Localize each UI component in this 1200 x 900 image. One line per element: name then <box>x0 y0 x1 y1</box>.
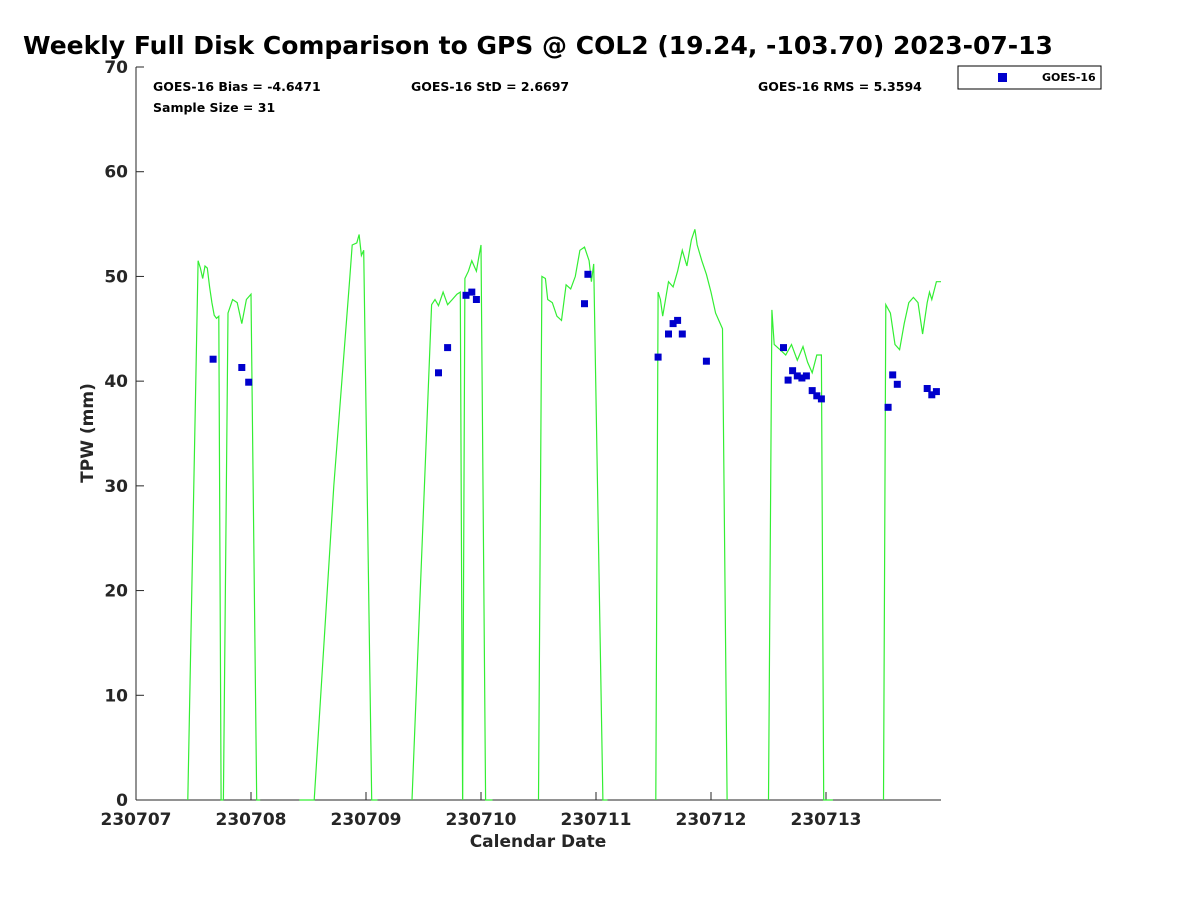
chart-title: Weekly Full Disk Comparison to GPS @ COL… <box>23 31 1053 60</box>
goes-point <box>444 344 452 352</box>
goes-point <box>665 330 672 338</box>
gps-line-segment <box>462 244 493 801</box>
y-tick-label: 30 <box>104 477 128 497</box>
goes-point <box>884 403 892 411</box>
goes-points <box>209 270 940 411</box>
goes-point <box>802 372 810 380</box>
x-tick-label: 230707 <box>101 810 172 830</box>
gps-line-segment <box>187 260 224 801</box>
stat-bias: GOES-16 Bias = -4.6471 <box>153 79 321 94</box>
gps-line-segment <box>882 281 941 801</box>
stat-sample-size: Sample Size = 31 <box>153 100 275 115</box>
y-tick-label: 20 <box>104 582 128 602</box>
gps-line-segment <box>655 229 728 801</box>
gps-line-segment <box>411 290 464 801</box>
goes-point <box>932 388 940 396</box>
goes-point <box>435 369 442 377</box>
x-axis-label: Calendar Date <box>470 832 607 852</box>
goes-point <box>674 316 682 324</box>
x-tick-label: 230709 <box>331 810 402 830</box>
x-tick-label: 230708 <box>216 810 287 830</box>
goes-point <box>581 300 588 308</box>
goes-point <box>798 374 806 382</box>
legend-box <box>957 65 1102 90</box>
x-tick-label: 230710 <box>446 810 517 830</box>
goes-point <box>808 387 816 395</box>
goes-point <box>780 344 787 352</box>
goes-point <box>928 391 936 399</box>
y-tick-label: 50 <box>104 267 128 287</box>
x-tick-label: 230713 <box>791 810 862 830</box>
goes-point <box>678 330 686 338</box>
gps-line-segment <box>222 292 261 801</box>
gps-line-segment <box>537 246 608 801</box>
y-tick-label: 70 <box>104 58 128 78</box>
goes-point <box>789 367 797 375</box>
x-ticks: 230707 230708 230709 230710 230711 230712 2307… <box>101 792 862 830</box>
goes-point <box>889 371 897 379</box>
goes-point <box>584 270 592 278</box>
legend-label: GOES-16 <box>1042 71 1096 84</box>
goes-point <box>654 353 662 361</box>
y-tick-label: 60 <box>104 163 128 183</box>
gps-line-segment <box>299 234 378 801</box>
goes-point <box>669 320 677 328</box>
y-axis-label: TPW (mm) <box>78 383 98 483</box>
gps-lines <box>187 229 941 801</box>
goes-point <box>923 385 931 392</box>
goes-point <box>468 288 476 296</box>
x-tick-label: 230712 <box>676 810 747 830</box>
y-ticks: 0 10 20 30 40 50 60 70 <box>104 58 144 811</box>
goes-point <box>893 380 901 388</box>
y-tick-label: 0 <box>116 791 128 811</box>
gps-line-segment <box>767 309 833 801</box>
goes-point <box>209 355 217 363</box>
goes-point <box>813 392 821 400</box>
goes-point <box>238 364 246 371</box>
legend-marker <box>998 73 1007 82</box>
y-tick-label: 10 <box>104 686 128 706</box>
goes-point <box>472 296 480 303</box>
goes-point <box>462 291 470 299</box>
goes-point <box>793 372 801 380</box>
stat-rms: GOES-16 RMS = 5.3594 <box>758 79 922 94</box>
goes-point <box>702 357 710 365</box>
goes-point <box>245 378 253 386</box>
stat-std: GOES-16 StD = 2.6697 <box>411 79 569 94</box>
y-tick-label: 40 <box>104 372 128 392</box>
goes-point <box>784 376 792 384</box>
goes-point <box>817 395 825 403</box>
legend: GOES-16 <box>957 65 1102 90</box>
x-tick-label: 230711 <box>561 810 632 830</box>
